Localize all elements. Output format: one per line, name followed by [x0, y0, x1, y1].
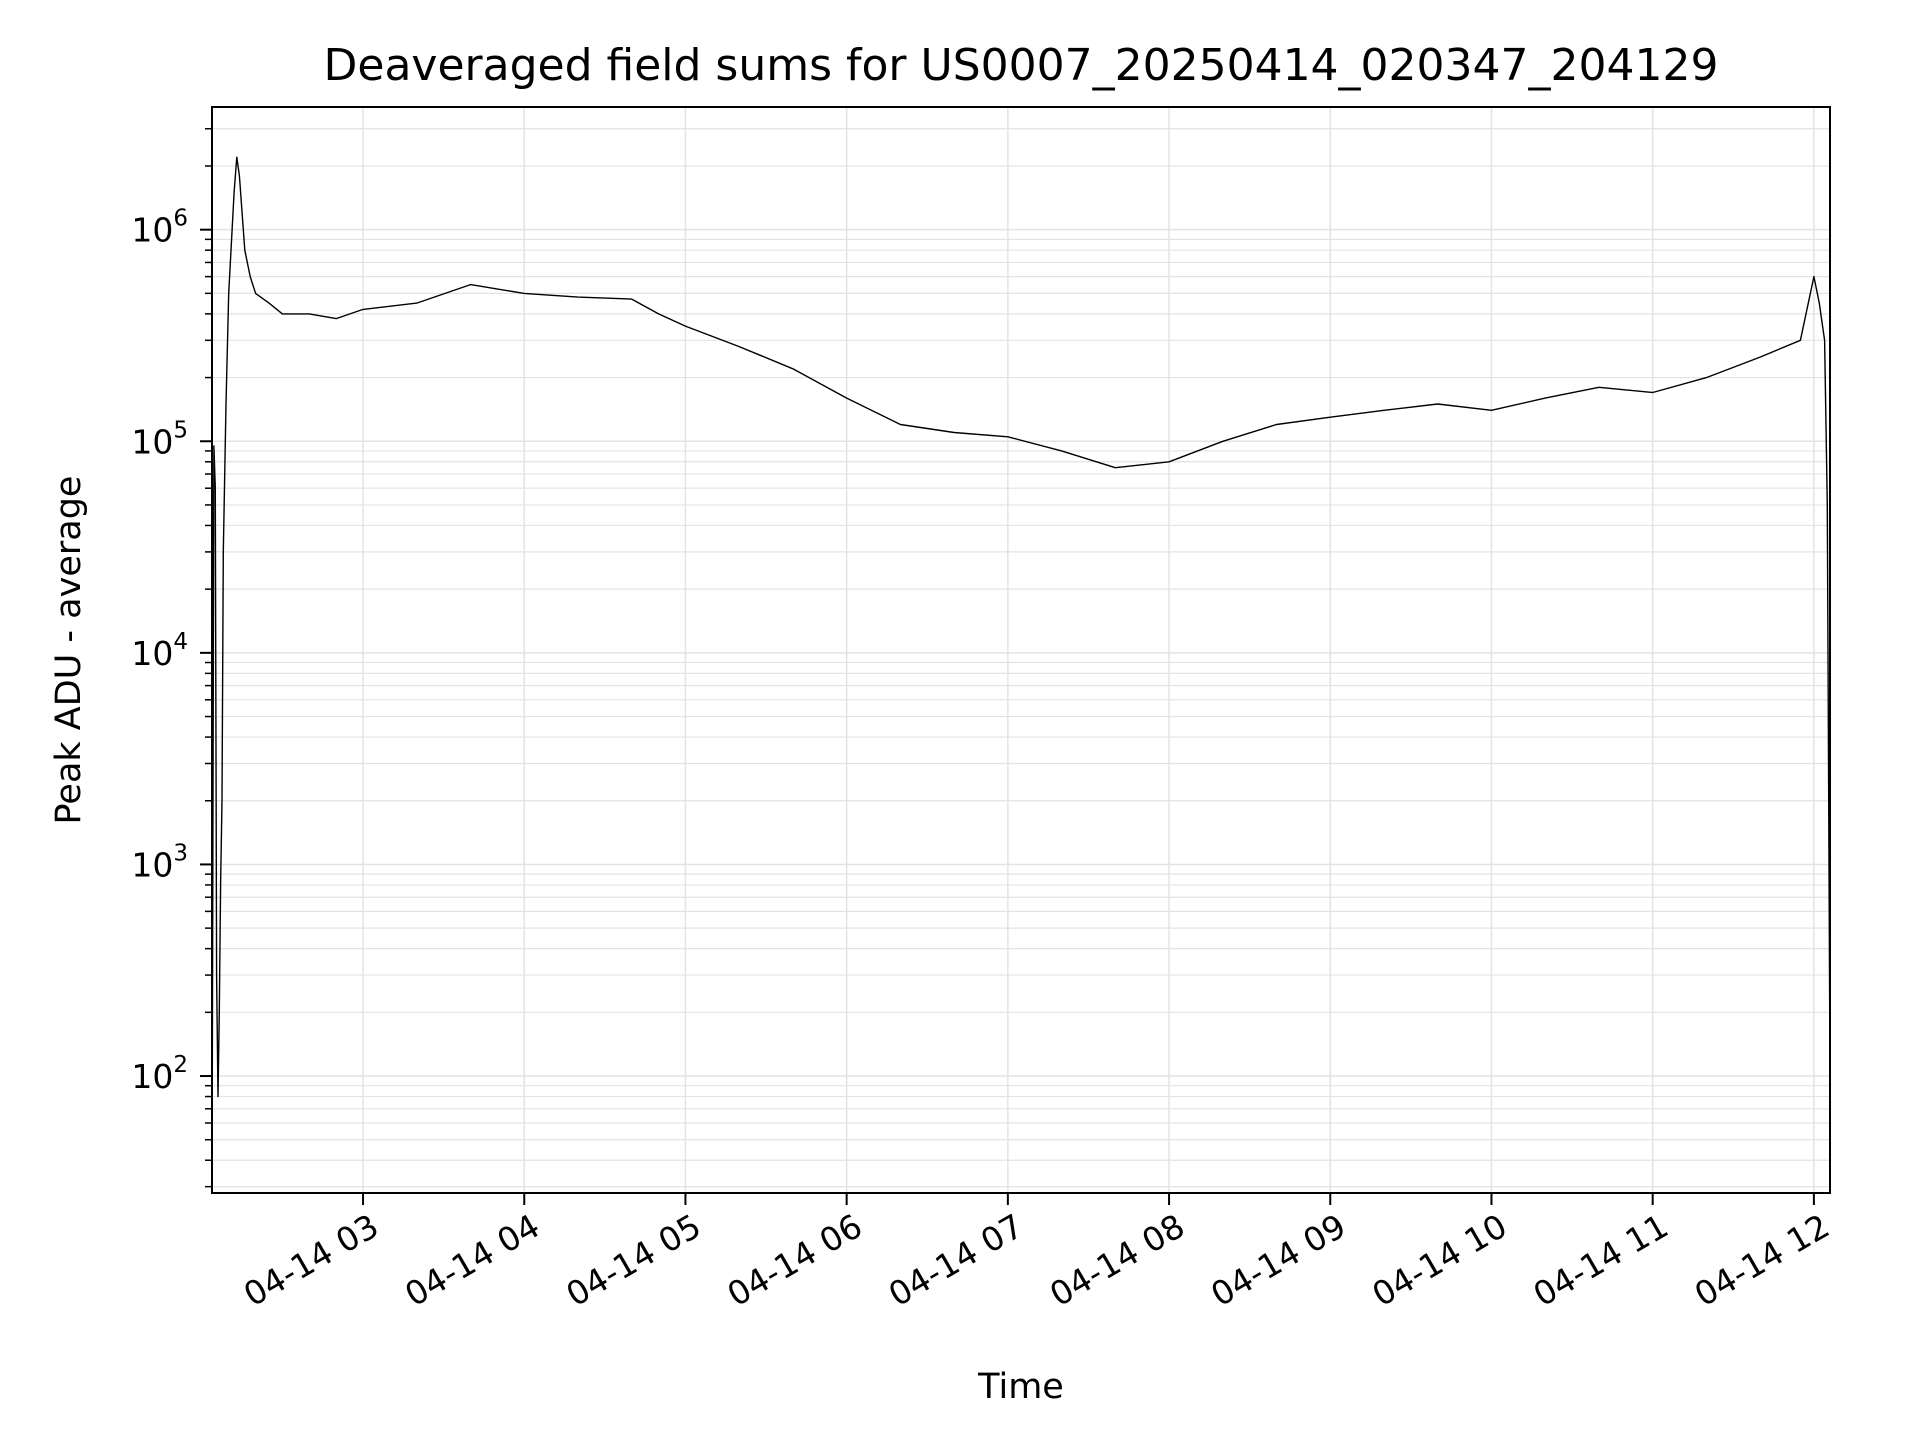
y-tick-base: 10 — [131, 211, 173, 250]
y-tick-label: 106 — [131, 206, 188, 250]
y-tick-exponent: 3 — [173, 840, 188, 866]
y-tick-base: 10 — [131, 634, 173, 673]
x-axis-label: Time — [977, 1367, 1064, 1407]
plot-frame — [211, 106, 1831, 1194]
series-layer — [211, 156, 1831, 1194]
y-tick-exponent: 4 — [173, 629, 188, 655]
y-axis-label: Peak ADU - average — [49, 476, 89, 825]
chart-title: Deaveraged field sums for US0007_2025041… — [324, 40, 1719, 91]
y-tick-exponent: 6 — [173, 206, 188, 232]
y-tick-label: 102 — [131, 1052, 188, 1096]
grid-lines — [212, 107, 1830, 1193]
axis-ticks — [200, 127, 1815, 1205]
y-tick-label: 105 — [131, 417, 188, 461]
y-tick-exponent: 5 — [173, 417, 188, 443]
y-tick-base: 10 — [131, 845, 173, 884]
y-tick-base: 10 — [131, 1057, 173, 1096]
y-tick-exponent: 2 — [173, 1052, 188, 1078]
series-line — [211, 156, 1831, 1194]
y-tick-label: 104 — [131, 629, 188, 673]
y-tick-base: 10 — [131, 422, 173, 461]
y-tick-label: 103 — [131, 840, 188, 884]
